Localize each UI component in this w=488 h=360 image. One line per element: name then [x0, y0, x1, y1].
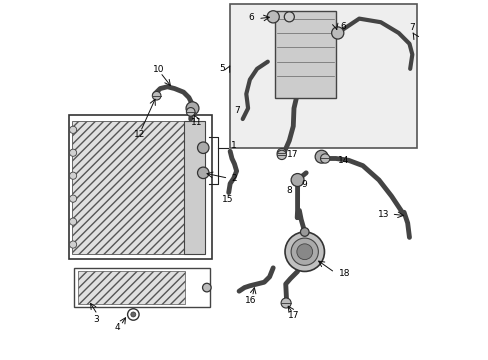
Circle shape	[266, 11, 279, 23]
Text: 5: 5	[219, 64, 225, 73]
Circle shape	[202, 283, 211, 292]
Text: 17: 17	[287, 311, 299, 320]
Bar	[230, 4, 416, 148]
Circle shape	[185, 102, 199, 115]
Circle shape	[69, 241, 77, 248]
Bar	[69, 116, 212, 259]
Text: 7: 7	[408, 23, 414, 32]
Text: 10: 10	[153, 66, 164, 75]
Circle shape	[284, 12, 294, 22]
Bar	[72, 121, 183, 253]
Bar	[274, 12, 335, 98]
Circle shape	[285, 232, 324, 271]
Circle shape	[186, 108, 195, 116]
Circle shape	[69, 126, 77, 134]
Circle shape	[69, 172, 77, 179]
Circle shape	[331, 27, 343, 39]
Circle shape	[69, 149, 77, 156]
Text: 9: 9	[301, 180, 307, 189]
Circle shape	[152, 91, 161, 100]
Circle shape	[281, 298, 290, 308]
Circle shape	[290, 174, 304, 186]
Bar	[78, 271, 185, 304]
Circle shape	[131, 312, 136, 317]
Circle shape	[290, 238, 318, 265]
Text: 1: 1	[230, 141, 236, 150]
Text: 18: 18	[338, 269, 349, 278]
Text: 3: 3	[93, 315, 99, 324]
Circle shape	[300, 228, 308, 236]
Bar	[74, 268, 210, 307]
Text: 16: 16	[244, 296, 256, 305]
Circle shape	[277, 150, 286, 159]
Text: 2: 2	[230, 174, 236, 183]
Text: 12: 12	[134, 130, 145, 139]
Text: 8: 8	[286, 185, 292, 194]
Text: 14: 14	[337, 156, 348, 165]
Text: 7: 7	[233, 105, 239, 114]
Text: 17: 17	[286, 150, 298, 159]
Circle shape	[197, 142, 208, 153]
Circle shape	[69, 218, 77, 225]
Text: 11: 11	[191, 118, 203, 127]
Circle shape	[314, 150, 327, 163]
Circle shape	[277, 148, 286, 158]
Text: 4: 4	[114, 323, 120, 332]
Circle shape	[69, 195, 77, 202]
Circle shape	[320, 154, 329, 163]
Text: 6: 6	[340, 22, 346, 31]
Text: 13: 13	[377, 210, 389, 219]
Text: 6: 6	[248, 13, 254, 22]
Circle shape	[197, 167, 208, 179]
Bar	[183, 121, 204, 253]
Text: 15: 15	[221, 195, 233, 204]
Circle shape	[296, 244, 312, 260]
